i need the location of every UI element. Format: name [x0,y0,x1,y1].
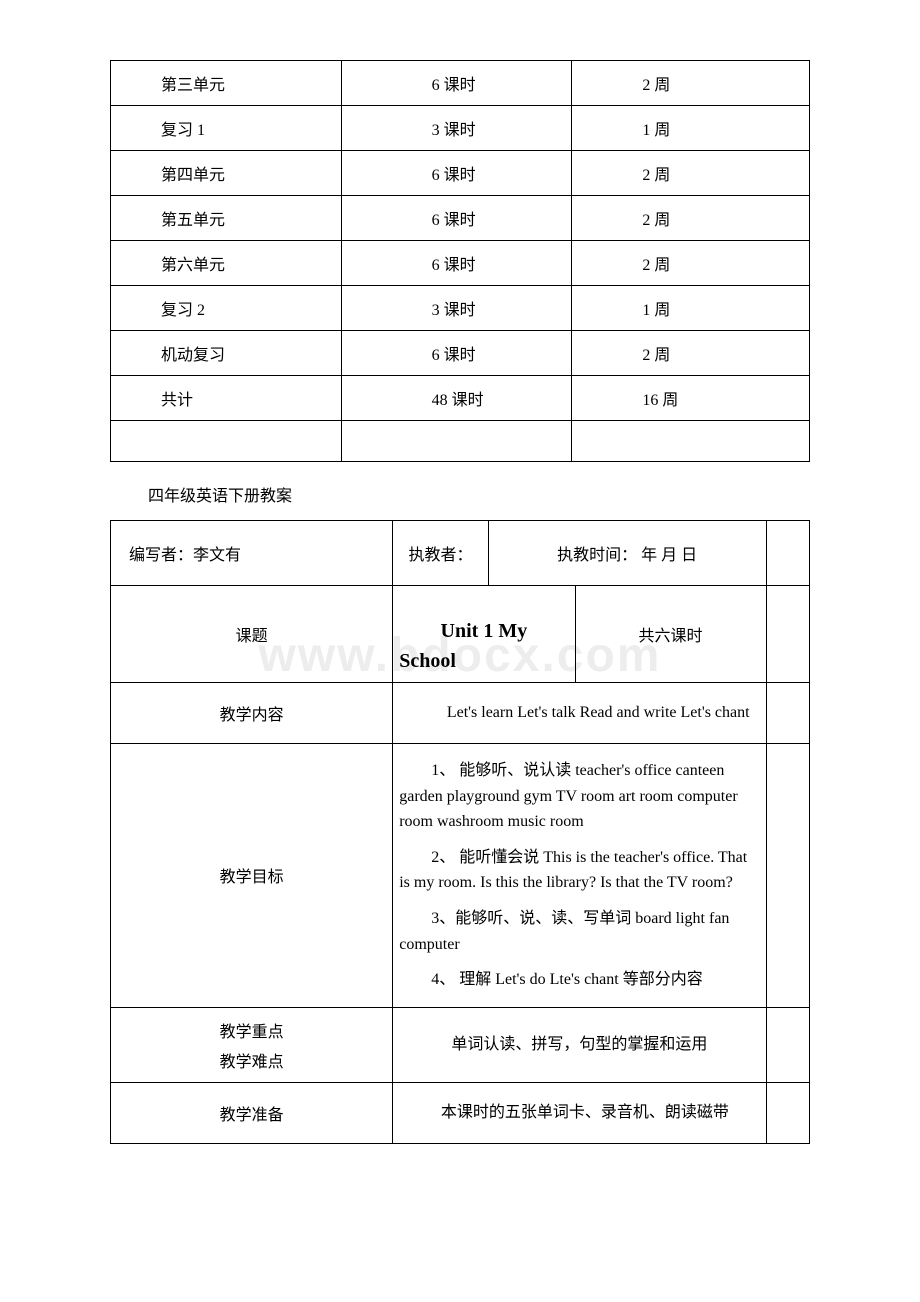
weeks-cell: 2 周 [572,241,810,286]
unit-cell: 共计 [111,376,342,421]
empty-cell [766,1007,809,1082]
weeks-cell: 2 周 [572,331,810,376]
weeks-cell: 2 周 [572,61,810,106]
goal-p4: 4、 理解 Let's do Lte's chant 等部分内容 [399,967,759,993]
prep-label: 教学准备 [111,1082,393,1143]
hours-cell: 6 课时 [341,196,572,241]
prep-text: 本课时的五张单词卡、录音机、朗读磁带 [399,1100,759,1126]
hours-cell: 6 课时 [341,331,572,376]
table-row: 第五单元 6 课时 2 周 [111,196,810,241]
table-row: 机动复习 6 课时 2 周 [111,331,810,376]
unit-title-cell: Unit 1 My School [393,586,575,683]
empty-row [111,421,810,462]
lesson-plan-table: 编写者：李文有 执教者： 执教时间： 年 月 日 课题 Unit 1 My Sc… [110,520,810,1144]
exec-time-cell: 执教时间： 年 月 日 [488,521,766,586]
focus-label-2: 教学难点 [115,1048,388,1072]
empty-cell [766,586,809,683]
goal-p2: 2、 能听懂会说 This is the teacher's office. T… [399,845,759,896]
content-row: 教学内容 Let's learn Let's talk Read and wri… [111,683,810,744]
unit-cell: 第三单元 [111,61,342,106]
goal-p3: 3、能够听、说、读、写单词 board light fan computer [399,906,759,957]
table-row: 第四单元 6 课时 2 周 [111,151,810,196]
unit-cell: 机动复习 [111,331,342,376]
author-cell: 编写者：李文有 [111,521,393,586]
goal-text-cell: 1、 能够听、说认读 teacher's office canteen gard… [393,744,766,1008]
header-row: 编写者：李文有 执教者： 执教时间： 年 月 日 [111,521,810,586]
empty-cell [766,521,809,586]
topic-label: 课题 [111,586,393,683]
goal-label: 教学目标 [111,744,393,1008]
topic-row: 课题 Unit 1 My School 共六课时 [111,586,810,683]
unit-cell: 复习 1 [111,106,342,151]
hours-cell: 6 课时 [341,241,572,286]
content-label: 教学内容 [111,683,393,744]
focus-row: 教学重点 教学难点 单词认读、拼写，句型的掌握和运用 [111,1007,810,1082]
content-text: Let's learn Let's talk Read and write Le… [399,700,759,726]
unit-cell: 第四单元 [111,151,342,196]
empty-cell [111,421,342,462]
empty-cell [766,1082,809,1143]
prep-text-cell: 本课时的五张单词卡、录音机、朗读磁带 [393,1082,766,1143]
goal-row: 教学目标 1、 能够听、说认读 teacher's office canteen… [111,744,810,1008]
content-text-cell: Let's learn Let's talk Read and write Le… [393,683,766,744]
hours-label: 共六课时 [575,586,766,683]
table-row: 共计 48 课时 16 周 [111,376,810,421]
hours-cell: 6 课时 [341,61,572,106]
unit-title-line1: Unit 1 My [441,620,528,642]
weeks-cell: 16 周 [572,376,810,421]
unit-title-line2: School [399,650,456,672]
section-heading: 四年级英语下册教案 [110,462,810,520]
hours-cell: 6 课时 [341,151,572,196]
focus-text: 单词认读、拼写，句型的掌握和运用 [393,1007,766,1082]
unit-cell: 第六单元 [111,241,342,286]
unit-cell: 第五单元 [111,196,342,241]
table-row: 第三单元 6 课时 2 周 [111,61,810,106]
weeks-cell: 2 周 [572,151,810,196]
unit-cell: 复习 2 [111,286,342,331]
weeks-cell: 1 周 [572,286,810,331]
executor-label-cell: 执教者： [393,521,489,586]
schedule-table: 第三单元 6 课时 2 周 复习 1 3 课时 1 周 第四单元 6 课时 2 … [110,60,810,462]
focus-label-cell: 教学重点 教学难点 [111,1007,393,1082]
empty-cell [766,744,809,1008]
empty-cell [341,421,572,462]
hours-cell: 3 课时 [341,286,572,331]
weeks-cell: 1 周 [572,106,810,151]
weeks-cell: 2 周 [572,196,810,241]
prep-row: 教学准备 本课时的五张单词卡、录音机、朗读磁带 [111,1082,810,1143]
table-row: 第六单元 6 课时 2 周 [111,241,810,286]
table-row: 复习 1 3 课时 1 周 [111,106,810,151]
empty-cell [766,683,809,744]
goal-p1: 1、 能够听、说认读 teacher's office canteen gard… [399,758,759,835]
empty-cell [572,421,810,462]
hours-cell: 3 课时 [341,106,572,151]
hours-cell: 48 课时 [341,376,572,421]
table-row: 复习 2 3 课时 1 周 [111,286,810,331]
focus-label-1: 教学重点 [115,1018,388,1042]
